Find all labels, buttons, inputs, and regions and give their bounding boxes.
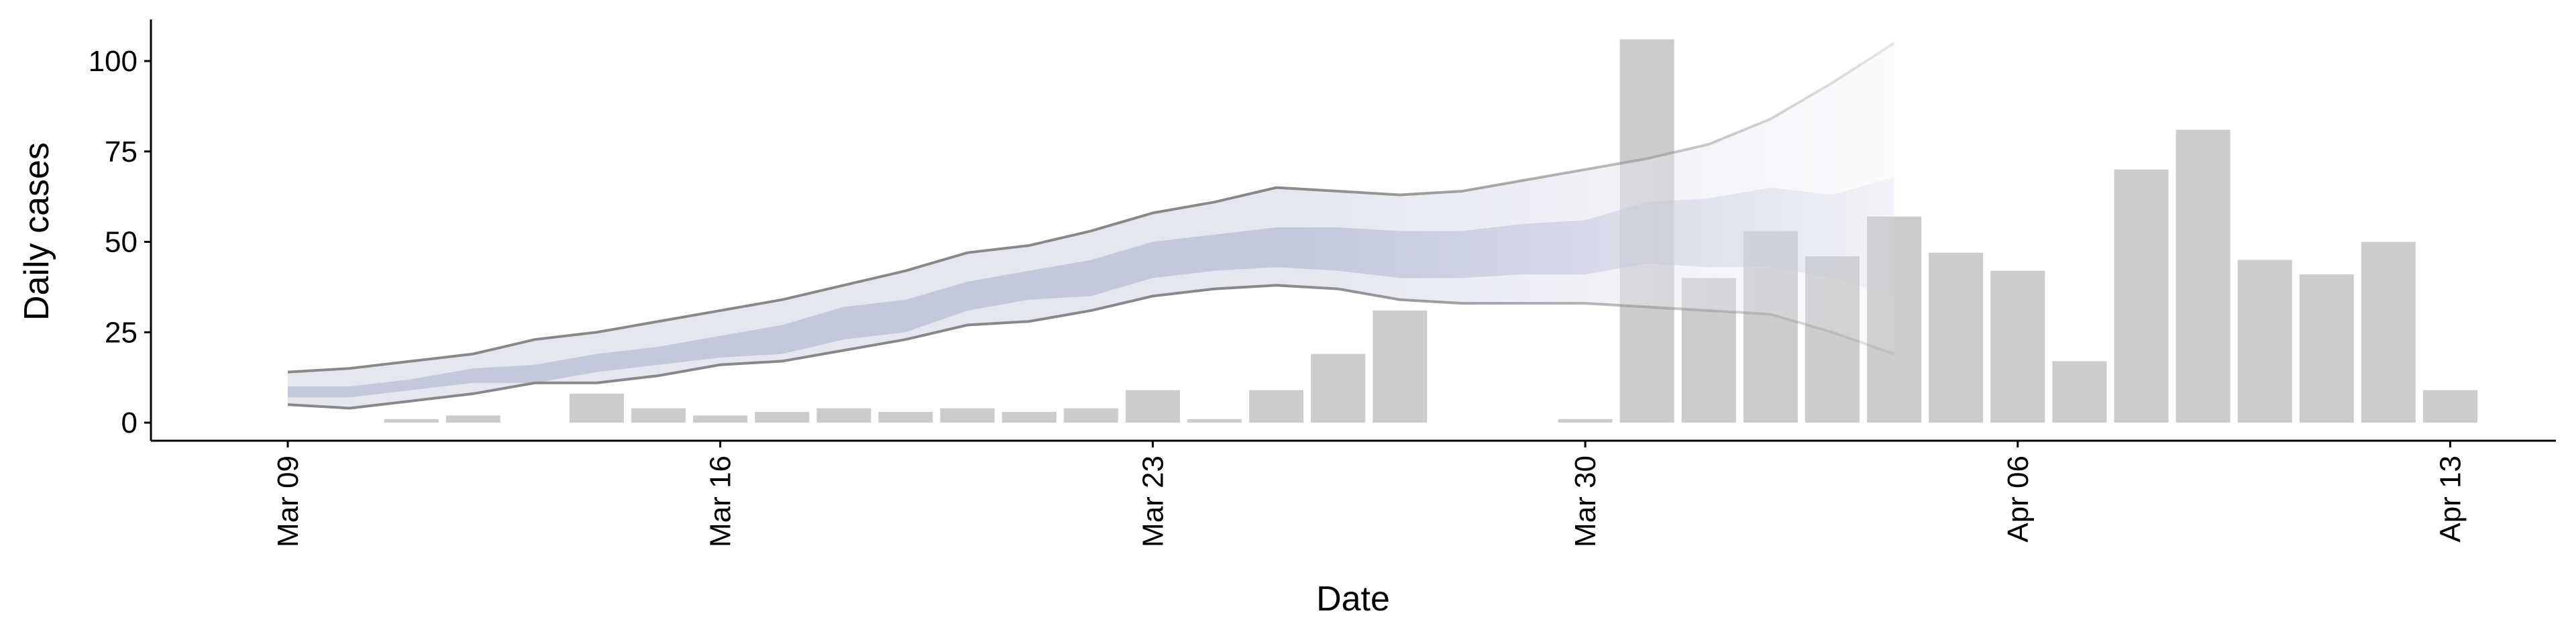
- bar: [693, 415, 748, 423]
- band-upper-line: [287, 42, 1895, 374]
- bar: [816, 408, 871, 423]
- x-tick-label: Apr 13: [2434, 455, 2467, 543]
- bar: [2299, 274, 2354, 423]
- x-tick-label: Apr 06: [2002, 455, 2035, 543]
- bar: [755, 411, 810, 423]
- x-tick-label: Mar 30: [1569, 455, 1602, 547]
- y-tick-label: 100: [89, 45, 138, 78]
- bar: [384, 419, 439, 423]
- y-tick-label: 25: [105, 316, 138, 349]
- bar: [631, 408, 686, 423]
- bar: [1187, 419, 1242, 423]
- bar: [1929, 252, 1984, 423]
- bar: [2422, 390, 2478, 423]
- bar: [2114, 169, 2169, 423]
- bar: [940, 408, 995, 423]
- x-tick-label: Mar 23: [1136, 455, 1169, 547]
- bar: [1558, 419, 1613, 423]
- y-tick-label: 75: [105, 136, 138, 168]
- bar: [2176, 129, 2231, 423]
- x-axis-title: Date: [1316, 580, 1390, 619]
- bar: [2361, 241, 2416, 423]
- x-tick-label: Mar 16: [704, 455, 737, 547]
- band-lower-line: [287, 284, 1895, 410]
- x-tick-label: Mar 09: [272, 455, 305, 547]
- bar: [445, 415, 500, 423]
- y-tick-label: 0: [121, 407, 138, 439]
- bar: [1063, 408, 1118, 423]
- bar: [2237, 260, 2292, 423]
- bar: [1125, 390, 1180, 423]
- bar: [1002, 411, 1057, 423]
- bar: [1311, 354, 1366, 423]
- y-tick-label: 50: [105, 226, 138, 259]
- bar: [1249, 390, 1304, 423]
- bar: [569, 393, 625, 423]
- bar: [1990, 270, 2045, 423]
- bar: [2052, 361, 2107, 423]
- bar: [878, 411, 933, 423]
- inner-band: [288, 176, 1894, 398]
- bar: [1373, 310, 1428, 423]
- y-axis-title: Daily cases: [17, 142, 56, 321]
